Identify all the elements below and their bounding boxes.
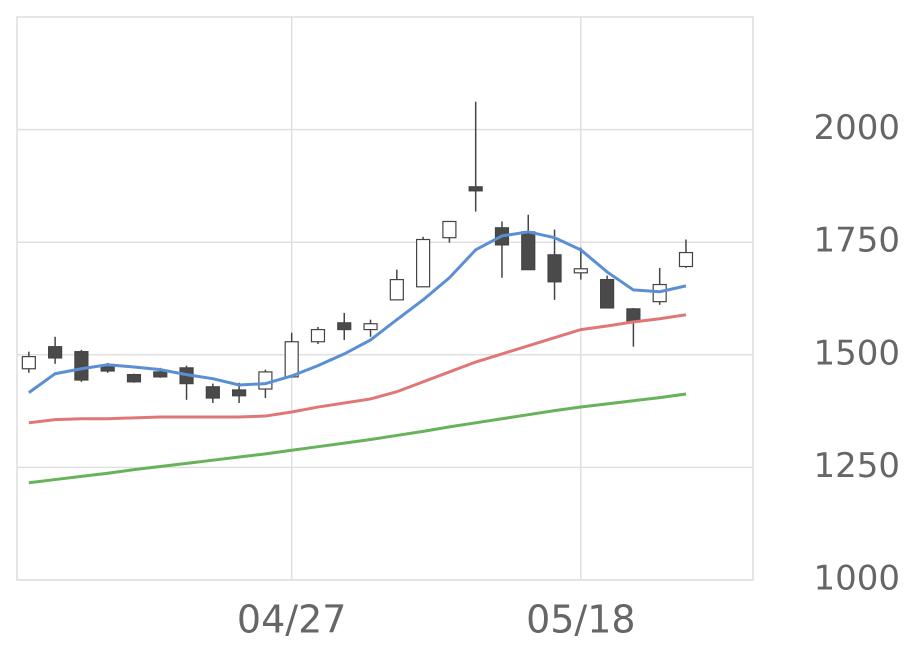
y-tick-label: 2000	[813, 108, 900, 148]
y-tick-label: 1000	[813, 559, 900, 599]
candle-body	[232, 389, 247, 397]
moving-average-line	[27, 230, 687, 394]
candle-body	[205, 386, 220, 399]
candle-body	[547, 254, 562, 283]
candle-body	[521, 231, 536, 271]
moving-average-line	[28, 392, 687, 485]
y-tick-label: 1500	[813, 333, 900, 373]
candle-body	[21, 356, 36, 370]
candle-body	[153, 371, 168, 378]
candle-body	[337, 322, 352, 331]
candle-body	[74, 351, 89, 381]
candle-body	[363, 323, 378, 331]
candle-body	[48, 346, 63, 359]
candle-body	[310, 328, 326, 343]
candle-body	[389, 278, 404, 301]
moving-average-line	[28, 313, 687, 425]
candle-body	[100, 366, 115, 372]
candle-body	[573, 268, 588, 274]
candle-body	[126, 374, 142, 383]
candle-body	[468, 186, 483, 192]
x-tick-label: 05/18	[526, 598, 636, 642]
y-tick-label: 1250	[813, 446, 900, 486]
candle-body	[600, 278, 615, 309]
x-tick-label: 04/27	[237, 598, 347, 642]
candle-body	[442, 220, 457, 239]
plot-border	[16, 16, 754, 581]
candle-body	[284, 341, 299, 378]
y-tick-label: 1750	[813, 221, 900, 261]
candle-body	[416, 238, 431, 288]
candle-body	[678, 251, 694, 268]
candle-body	[258, 371, 273, 390]
